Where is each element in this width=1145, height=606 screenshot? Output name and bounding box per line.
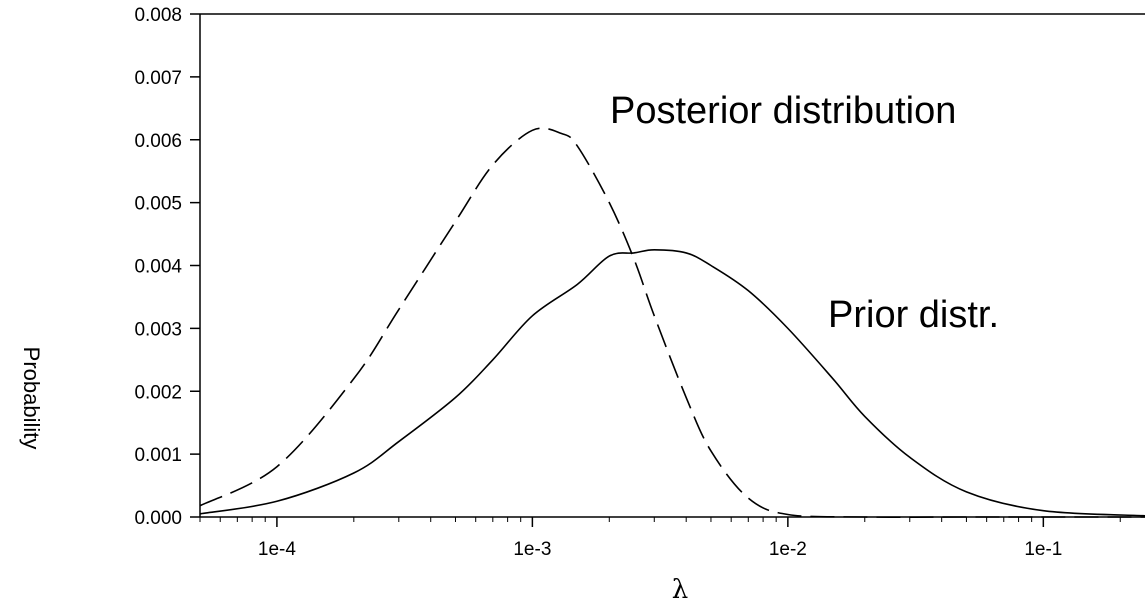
y-tick-label: 0.001 [134, 445, 182, 466]
y-tick-label: 0.003 [134, 319, 182, 340]
y-tick-label: 0.004 [134, 257, 182, 278]
y-axis-ticks: 0.000 0.001 0.002 0.003 0.004 0.005 0.006 0.007… [134, 5, 200, 529]
y-tick-label: 0.007 [134, 68, 182, 89]
x-tick-label: 1e-4 [258, 539, 296, 560]
y-tick-label: 0.008 [134, 5, 182, 26]
x-axis-title: λ [672, 575, 688, 605]
x-tick-label: 1e-3 [513, 539, 551, 560]
annotation-posterior: Posterior distribution [610, 90, 956, 132]
y-tick-label: 0.002 [134, 382, 182, 403]
y-tick-label: 0.005 [134, 194, 182, 215]
annotation-prior: Prior distr. [828, 294, 999, 336]
prior-curve [199, 248, 1145, 517]
posterior-curve [199, 127, 1145, 518]
y-tick-label: 0.000 [134, 508, 182, 529]
x-axis-ticks: 1e-4 1e-3 1e-2 1e-1 [199, 517, 1121, 560]
x-tick-label: 1e-2 [769, 539, 807, 560]
x-tick-label: 1e-1 [1024, 539, 1062, 560]
y-tick-label: 0.006 [134, 131, 182, 152]
series-layer [199, 127, 1145, 518]
y-axis-title: Probability [19, 347, 44, 450]
